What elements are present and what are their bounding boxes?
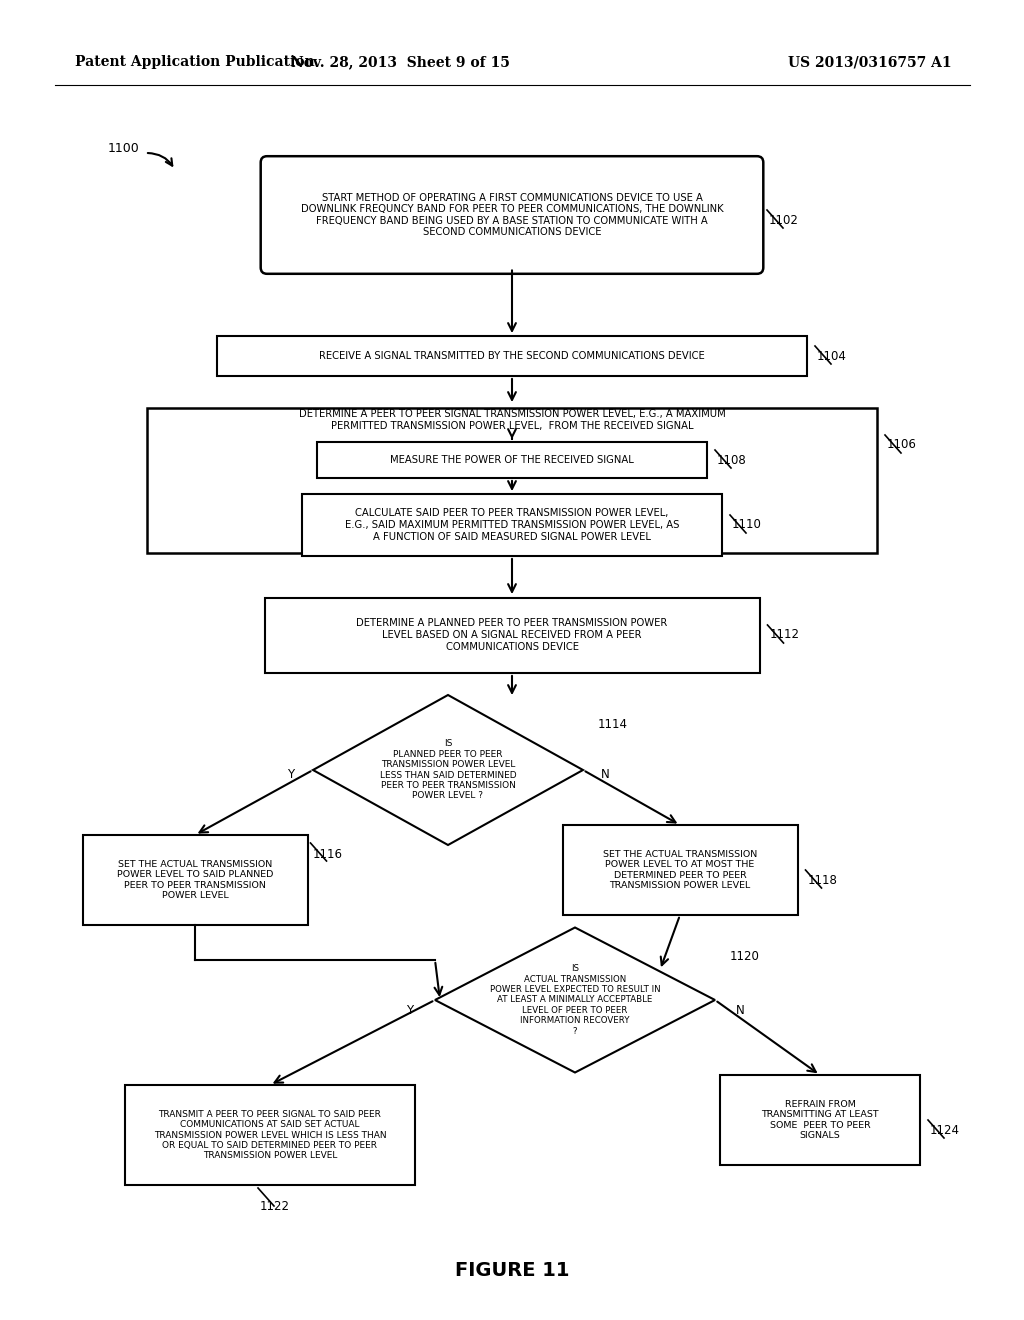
Text: US 2013/0316757 A1: US 2013/0316757 A1: [788, 55, 952, 69]
Bar: [720, 1074, 920, 1166]
Text: 1118: 1118: [808, 874, 838, 887]
Text: IS
ACTUAL TRANSMISSION
POWER LEVEL EXPECTED TO RESULT IN
AT LEAST A MINIMALLY AC: IS ACTUAL TRANSMISSION POWER LEVEL EXPEC…: [489, 965, 660, 1036]
Bar: [217, 337, 807, 376]
Text: 1102: 1102: [769, 214, 799, 227]
Bar: [147, 408, 877, 553]
Text: 1104: 1104: [817, 350, 847, 363]
Text: SET THE ACTUAL TRANSMISSION
POWER LEVEL TO SAID PLANNED
PEER TO PEER TRANSMISSIO: SET THE ACTUAL TRANSMISSION POWER LEVEL …: [117, 859, 273, 900]
Text: 1106: 1106: [887, 438, 916, 451]
Bar: [125, 1085, 415, 1185]
Text: START METHOD OF OPERATING A FIRST COMMUNICATIONS DEVICE TO USE A
DOWNLINK FREQUN: START METHOD OF OPERATING A FIRST COMMUN…: [301, 193, 723, 238]
Text: SET THE ACTUAL TRANSMISSION
POWER LEVEL TO AT MOST THE
DETERMINED PEER TO PEER
T: SET THE ACTUAL TRANSMISSION POWER LEVEL …: [603, 850, 757, 890]
Text: MEASURE THE POWER OF THE RECEIVED SIGNAL: MEASURE THE POWER OF THE RECEIVED SIGNAL: [390, 455, 634, 465]
Polygon shape: [313, 696, 583, 845]
Text: 1110: 1110: [732, 519, 762, 532]
Text: DETERMINE A PLANNED PEER TO PEER TRANSMISSION POWER
LEVEL BASED ON A SIGNAL RECE: DETERMINE A PLANNED PEER TO PEER TRANSMI…: [356, 618, 668, 652]
Text: REFRAIN FROM
TRANSMITTING AT LEAST
SOME  PEER TO PEER
SIGNALS: REFRAIN FROM TRANSMITTING AT LEAST SOME …: [761, 1100, 879, 1140]
FancyBboxPatch shape: [261, 156, 763, 273]
Text: RECEIVE A SIGNAL TRANSMITTED BY THE SECOND COMMUNICATIONS DEVICE: RECEIVE A SIGNAL TRANSMITTED BY THE SECO…: [319, 351, 705, 360]
Text: N: N: [735, 1003, 744, 1016]
Text: 1122: 1122: [260, 1200, 290, 1213]
Bar: [264, 598, 760, 672]
Text: 1114: 1114: [598, 718, 628, 731]
Text: 1124: 1124: [930, 1123, 961, 1137]
Bar: [562, 825, 798, 915]
Bar: [317, 442, 707, 478]
Text: Nov. 28, 2013  Sheet 9 of 15: Nov. 28, 2013 Sheet 9 of 15: [291, 55, 509, 69]
Text: Y: Y: [288, 768, 295, 781]
Text: CALCULATE SAID PEER TO PEER TRANSMISSION POWER LEVEL,
E.G., SAID MAXIMUM PERMITT: CALCULATE SAID PEER TO PEER TRANSMISSION…: [345, 508, 679, 541]
Text: Y: Y: [407, 1003, 414, 1016]
Text: DETERMINE A PEER TO PEER SIGNAL TRANSMISSION POWER LEVEL, E.G., A MAXIMUM
PERMIT: DETERMINE A PEER TO PEER SIGNAL TRANSMIS…: [299, 409, 725, 430]
Text: 1108: 1108: [717, 454, 746, 466]
Text: FIGURE 11: FIGURE 11: [455, 1261, 569, 1279]
Polygon shape: [435, 928, 715, 1072]
Bar: [302, 494, 722, 556]
Bar: [83, 836, 307, 925]
Text: IS
PLANNED PEER TO PEER
TRANSMISSION POWER LEVEL
LESS THAN SAID DETERMINED
PEER : IS PLANNED PEER TO PEER TRANSMISSION POW…: [380, 739, 516, 800]
Text: 1100: 1100: [108, 141, 139, 154]
Text: TRANSMIT A PEER TO PEER SIGNAL TO SAID PEER
COMMUNICATIONS AT SAID SET ACTUAL
TR: TRANSMIT A PEER TO PEER SIGNAL TO SAID P…: [154, 1110, 386, 1160]
Text: N: N: [601, 768, 609, 781]
Text: 1120: 1120: [730, 950, 760, 964]
Text: Patent Application Publication: Patent Application Publication: [75, 55, 314, 69]
Text: 1116: 1116: [312, 849, 342, 862]
Text: 1112: 1112: [769, 628, 800, 642]
